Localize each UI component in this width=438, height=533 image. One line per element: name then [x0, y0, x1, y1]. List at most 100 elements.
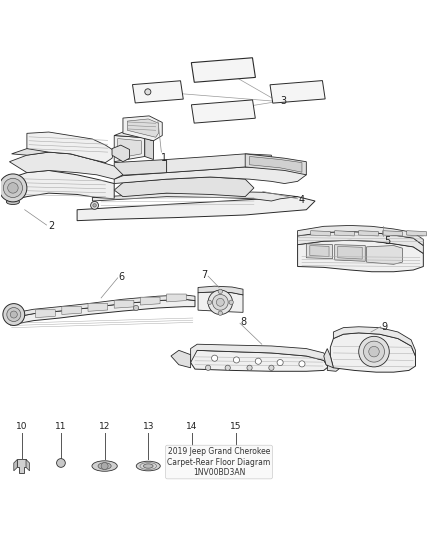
Polygon shape	[145, 138, 153, 159]
Polygon shape	[77, 197, 315, 221]
Polygon shape	[270, 80, 325, 103]
Polygon shape	[114, 132, 153, 141]
Ellipse shape	[225, 461, 246, 467]
Polygon shape	[335, 231, 354, 236]
Polygon shape	[191, 100, 255, 123]
Circle shape	[212, 294, 228, 310]
Circle shape	[4, 179, 22, 198]
Polygon shape	[118, 139, 141, 158]
Text: 7: 7	[201, 270, 207, 280]
Polygon shape	[338, 246, 362, 259]
Polygon shape	[114, 300, 134, 308]
Polygon shape	[92, 191, 297, 201]
Polygon shape	[11, 299, 195, 325]
Polygon shape	[12, 147, 106, 163]
Text: 13: 13	[142, 422, 154, 431]
Circle shape	[216, 298, 224, 306]
Circle shape	[145, 89, 151, 95]
Polygon shape	[245, 154, 306, 175]
Text: 15: 15	[230, 422, 241, 431]
Ellipse shape	[7, 199, 19, 205]
Polygon shape	[166, 154, 272, 173]
Polygon shape	[114, 135, 145, 161]
Circle shape	[93, 204, 96, 207]
Ellipse shape	[98, 463, 111, 469]
Polygon shape	[7, 171, 114, 201]
Circle shape	[218, 311, 223, 316]
Polygon shape	[35, 310, 55, 318]
Circle shape	[369, 346, 379, 357]
Polygon shape	[127, 119, 159, 138]
Text: 14: 14	[186, 422, 198, 431]
Circle shape	[212, 355, 218, 361]
Circle shape	[208, 290, 233, 314]
Circle shape	[8, 183, 18, 193]
Polygon shape	[114, 166, 306, 183]
Polygon shape	[198, 292, 243, 312]
Polygon shape	[114, 177, 254, 197]
Polygon shape	[311, 231, 330, 236]
Polygon shape	[112, 145, 130, 161]
Polygon shape	[171, 350, 191, 368]
Polygon shape	[10, 152, 123, 179]
Polygon shape	[407, 231, 426, 236]
Text: 11: 11	[55, 422, 67, 431]
Polygon shape	[327, 359, 340, 372]
Circle shape	[11, 311, 17, 318]
Circle shape	[0, 174, 27, 202]
Ellipse shape	[181, 461, 203, 469]
Polygon shape	[297, 240, 424, 272]
Circle shape	[359, 336, 389, 367]
Polygon shape	[191, 350, 328, 372]
Polygon shape	[166, 294, 186, 302]
Ellipse shape	[136, 461, 160, 471]
Polygon shape	[330, 333, 416, 372]
Text: 2019 Jeep Grand Cherokee
Carpet-Rear Floor Diagram
1NV00BD3AN: 2019 Jeep Grand Cherokee Carpet-Rear Flo…	[167, 447, 271, 477]
Circle shape	[205, 365, 211, 370]
Polygon shape	[335, 245, 365, 261]
Polygon shape	[88, 303, 108, 311]
Polygon shape	[297, 231, 424, 253]
Circle shape	[207, 300, 212, 304]
Text: 8: 8	[240, 317, 246, 327]
Text: 1: 1	[161, 153, 167, 163]
Polygon shape	[141, 297, 160, 305]
Text: 12: 12	[99, 422, 110, 431]
Polygon shape	[114, 159, 166, 176]
Circle shape	[255, 358, 261, 364]
Polygon shape	[297, 225, 424, 246]
Polygon shape	[324, 349, 333, 368]
Circle shape	[91, 201, 99, 209]
Circle shape	[218, 289, 223, 294]
Polygon shape	[198, 286, 243, 295]
Polygon shape	[132, 81, 183, 103]
Circle shape	[188, 461, 195, 468]
Polygon shape	[250, 157, 302, 172]
Polygon shape	[123, 116, 162, 141]
Text: 3: 3	[280, 95, 286, 106]
Polygon shape	[11, 295, 195, 318]
Polygon shape	[27, 132, 114, 163]
Polygon shape	[359, 231, 378, 236]
Polygon shape	[333, 327, 416, 356]
Text: 5: 5	[384, 236, 390, 246]
Polygon shape	[191, 58, 255, 82]
Circle shape	[364, 341, 385, 362]
Text: 6: 6	[119, 272, 125, 282]
Polygon shape	[310, 246, 329, 256]
Text: 4: 4	[298, 195, 304, 205]
Circle shape	[233, 357, 240, 363]
Circle shape	[277, 359, 283, 366]
Circle shape	[7, 308, 21, 321]
Polygon shape	[367, 246, 403, 264]
Circle shape	[57, 458, 65, 467]
Text: 2: 2	[48, 221, 54, 231]
Polygon shape	[26, 459, 29, 471]
Polygon shape	[14, 459, 17, 471]
Polygon shape	[306, 244, 332, 259]
Text: 10: 10	[16, 422, 28, 431]
Polygon shape	[62, 306, 81, 314]
Polygon shape	[191, 344, 328, 367]
Circle shape	[225, 365, 230, 370]
Polygon shape	[383, 231, 403, 236]
